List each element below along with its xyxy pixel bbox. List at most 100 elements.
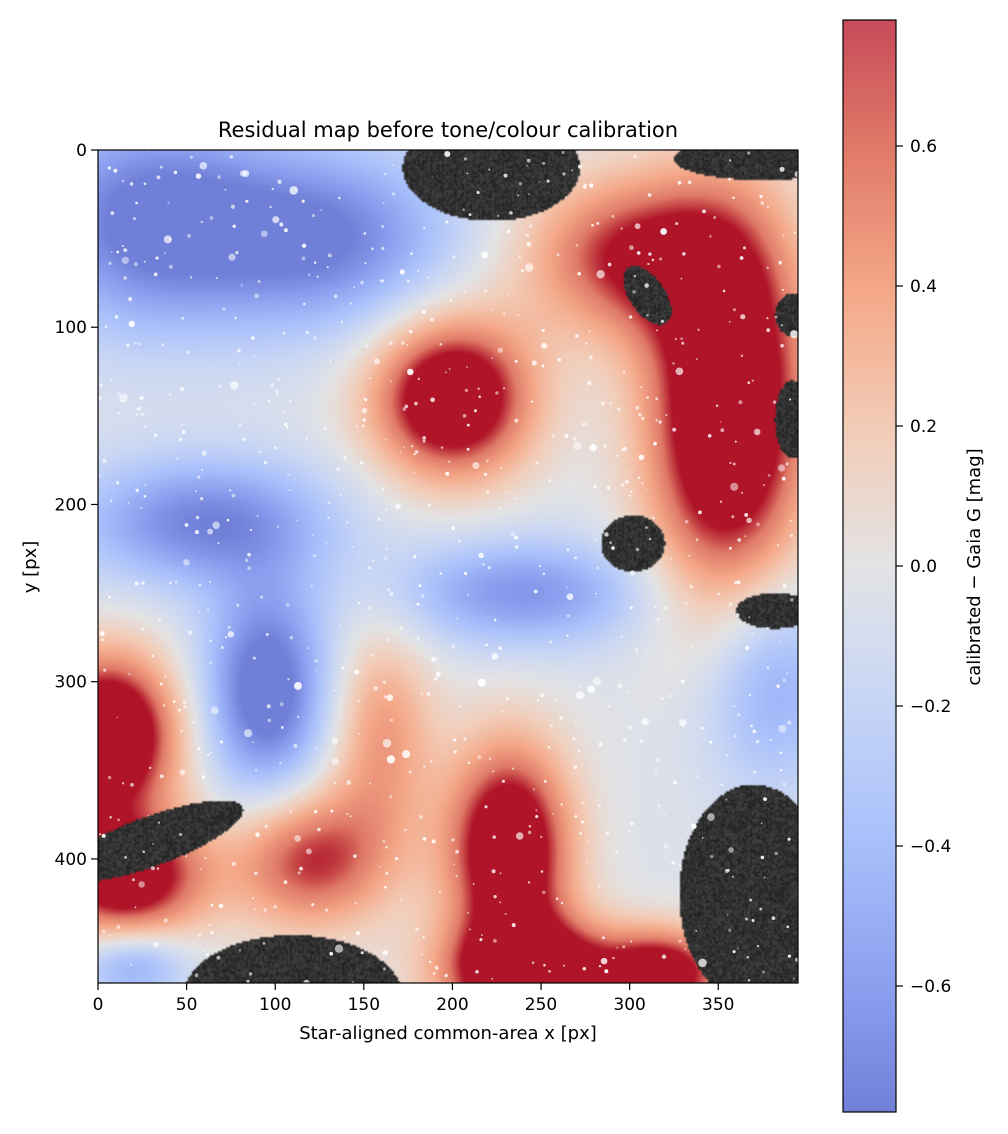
star-point — [119, 393, 128, 403]
star-point — [444, 371, 447, 374]
star-point — [578, 684, 582, 688]
star-point — [501, 779, 506, 783]
star-point — [209, 661, 212, 664]
star-point — [246, 979, 250, 983]
star-point — [533, 589, 538, 594]
star-point — [250, 336, 255, 340]
star-point — [526, 165, 529, 167]
star-point — [423, 226, 426, 229]
y-tick-label: 100 — [55, 318, 87, 338]
star-point — [581, 422, 586, 427]
star-point — [107, 166, 111, 170]
star-point — [794, 171, 798, 178]
star-point — [257, 280, 261, 283]
star-point — [181, 316, 185, 320]
star-point — [787, 720, 792, 725]
star-point — [527, 830, 532, 835]
star-point — [531, 961, 535, 964]
star-point — [719, 500, 723, 503]
star-point — [209, 216, 214, 220]
star-point — [514, 497, 518, 500]
star-point — [153, 942, 159, 948]
star-point — [173, 170, 178, 175]
star-point — [751, 633, 754, 635]
star-point — [670, 557, 672, 560]
star-point — [600, 957, 608, 965]
star-point — [795, 957, 798, 962]
star-point — [630, 490, 633, 493]
star-point — [487, 565, 491, 570]
star-point — [655, 419, 658, 422]
star-point — [766, 266, 769, 270]
star-point — [753, 770, 757, 774]
star-point — [102, 929, 106, 933]
star-point — [382, 839, 386, 843]
star-point — [641, 416, 645, 421]
star-point — [334, 294, 338, 298]
star-point — [181, 430, 186, 434]
star-point — [463, 737, 467, 741]
star-point — [684, 948, 687, 950]
x-tick-label: 150 — [348, 995, 380, 1015]
star-point — [782, 583, 787, 588]
star-point — [232, 224, 236, 228]
star-point — [543, 963, 546, 967]
star-point — [517, 313, 520, 316]
star-point — [137, 406, 141, 411]
star-point — [596, 270, 605, 279]
star-point — [499, 466, 502, 469]
star-point — [385, 508, 388, 512]
star-point — [198, 933, 202, 937]
star-point — [120, 400, 124, 403]
star-point — [636, 251, 641, 255]
star-point — [535, 809, 538, 812]
star-point — [507, 293, 510, 296]
star-point — [728, 847, 734, 853]
star-point — [707, 433, 712, 438]
star-point — [602, 936, 605, 940]
star-point — [383, 967, 386, 971]
star-point — [339, 494, 342, 496]
star-point — [238, 949, 242, 952]
star-point — [243, 729, 253, 738]
star-point — [283, 880, 288, 884]
star-point — [710, 854, 714, 859]
star-point — [308, 273, 311, 276]
star-point — [382, 738, 392, 748]
star-point — [633, 274, 637, 278]
star-point — [732, 462, 736, 466]
star-point — [661, 954, 667, 959]
star-point — [428, 503, 431, 507]
star-point — [755, 740, 760, 744]
star-point — [500, 710, 504, 713]
star-point — [564, 433, 569, 438]
star-point — [227, 630, 235, 638]
star-point — [367, 566, 372, 570]
star-point — [388, 341, 393, 345]
star-point — [785, 672, 788, 675]
star-point — [212, 521, 220, 530]
star-point — [149, 766, 152, 770]
star-point — [488, 757, 492, 760]
star-point — [349, 302, 352, 305]
star-point — [732, 196, 735, 200]
star-point — [766, 316, 769, 320]
star-point — [713, 216, 717, 219]
star-point — [729, 546, 732, 550]
star-point — [140, 506, 143, 510]
star-point — [217, 542, 220, 545]
star-point — [497, 347, 504, 353]
star-point — [514, 545, 519, 549]
star-point — [630, 606, 633, 610]
star-point — [678, 864, 681, 867]
star-point — [502, 387, 506, 390]
star-point — [263, 460, 268, 465]
star-point — [478, 552, 484, 559]
star-point — [387, 638, 391, 642]
star-point — [725, 798, 728, 801]
star-point — [594, 539, 598, 542]
star-point — [297, 715, 300, 719]
star-point — [468, 213, 472, 217]
star-point — [279, 702, 284, 707]
